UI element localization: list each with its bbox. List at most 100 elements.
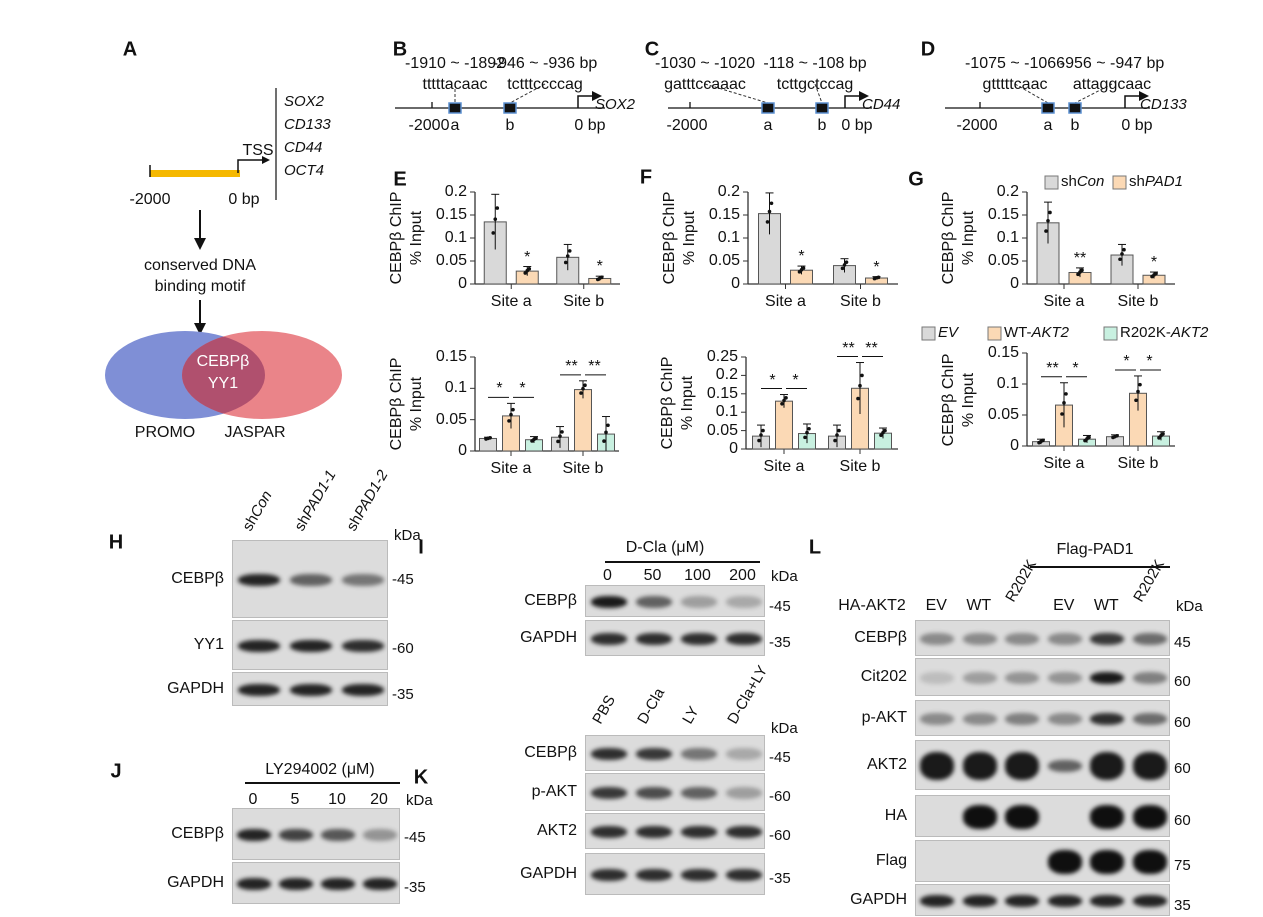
y-tick-label: 0.15 bbox=[706, 384, 738, 402]
blot-row-label: CEBPβ bbox=[171, 570, 224, 587]
x-tick-label: Site a bbox=[490, 460, 532, 477]
legend-swatch bbox=[987, 326, 1002, 341]
band bbox=[1090, 805, 1125, 829]
lane-label: 100 bbox=[684, 567, 711, 584]
legend-swatch bbox=[921, 326, 936, 341]
band bbox=[321, 829, 355, 841]
blot-row-label: GAPDH bbox=[167, 874, 224, 891]
data-point bbox=[1087, 435, 1091, 440]
promoter-end: 0 bp bbox=[1121, 117, 1153, 134]
blot-strip-AKT2 bbox=[585, 813, 765, 849]
band bbox=[962, 752, 997, 780]
kda-marker: 35 bbox=[1174, 896, 1191, 914]
kda-label: kDa bbox=[771, 568, 798, 585]
panel-label-e: E bbox=[393, 168, 407, 191]
y-tick-label: 0.2 bbox=[717, 183, 740, 200]
data-point bbox=[1120, 252, 1124, 256]
chart-F-bottom bbox=[741, 356, 898, 454]
y-tick-label: 0.1 bbox=[717, 229, 740, 246]
significance-marker: ** bbox=[588, 357, 601, 375]
band bbox=[725, 633, 762, 645]
band bbox=[725, 869, 762, 881]
panel-label-a: A bbox=[122, 38, 138, 61]
x-tick-label: Site b bbox=[840, 293, 881, 310]
data-point bbox=[807, 426, 811, 431]
band bbox=[1090, 850, 1125, 874]
tss-arrow-icon bbox=[577, 95, 594, 108]
data-point bbox=[801, 266, 806, 270]
y-tick-label: 0.2 bbox=[715, 366, 738, 384]
kda-marker: -45 bbox=[404, 828, 426, 846]
legend-item: shPAD1 bbox=[1129, 173, 1183, 190]
lane-label: EV bbox=[925, 597, 947, 614]
legend-prefix: WT- bbox=[1004, 324, 1032, 341]
site-a-leader bbox=[704, 83, 769, 104]
y-tick-label: 0 bbox=[1010, 275, 1019, 292]
overlap-yy1: YY1 bbox=[207, 375, 239, 392]
site-b-leader bbox=[814, 83, 823, 104]
panel-label-h: H bbox=[108, 531, 124, 554]
blot-strip-GAPDH bbox=[232, 672, 388, 706]
y-axis-label-2: % Input bbox=[408, 210, 425, 266]
band bbox=[920, 752, 955, 780]
site-b-leader bbox=[509, 83, 546, 104]
band bbox=[1047, 895, 1082, 907]
gene-name: CD133 bbox=[1140, 96, 1187, 113]
band bbox=[590, 869, 627, 881]
y-axis-label: CEBPβ ChIP bbox=[940, 353, 957, 446]
data-point bbox=[856, 396, 860, 401]
blot-strip-CEBPβ bbox=[232, 540, 388, 618]
y-axis-label-2: % Input bbox=[408, 376, 425, 432]
data-point bbox=[840, 266, 845, 271]
arrow-head-icon bbox=[1139, 91, 1149, 101]
legend-italic: AKT2 bbox=[1170, 324, 1209, 341]
panel-label-b: B bbox=[392, 38, 408, 61]
ha-akt2-label: HA-AKT2 bbox=[838, 597, 906, 614]
site-a-label: a bbox=[450, 117, 460, 134]
blot-row-label: CEBPβ bbox=[524, 744, 577, 761]
site-b-label: b bbox=[1070, 117, 1080, 134]
data-point bbox=[579, 391, 583, 395]
data-point bbox=[527, 267, 532, 271]
significance-marker: * bbox=[1123, 352, 1130, 370]
legend-prefix: R202K- bbox=[1120, 324, 1171, 341]
band bbox=[290, 574, 332, 586]
data-point bbox=[581, 386, 585, 391]
gene-list: SOX2 CD133 CD44 OCT4 bbox=[284, 90, 331, 182]
data-point bbox=[1161, 432, 1165, 436]
data-point bbox=[602, 439, 606, 443]
band bbox=[321, 878, 355, 890]
x-tick-label: Site a bbox=[1043, 293, 1085, 310]
y-axis-label-2: % Input bbox=[960, 372, 977, 427]
title-underline bbox=[605, 561, 760, 563]
lane-label: 0 bbox=[248, 791, 258, 808]
x-tick-label: Site b bbox=[562, 460, 604, 477]
y-tick-label: 0 bbox=[458, 442, 467, 459]
site-a-label: a bbox=[763, 117, 773, 134]
data-point bbox=[604, 430, 608, 435]
band bbox=[1132, 850, 1167, 874]
significance-marker: ** bbox=[865, 339, 878, 357]
y-tick-label: 0.15 bbox=[708, 206, 740, 223]
y-tick-label: 0.05 bbox=[987, 406, 1019, 423]
site-a-range: -1030 ~ -1020 bbox=[654, 55, 756, 72]
band bbox=[1047, 850, 1082, 874]
significance-marker: * bbox=[519, 380, 526, 398]
kda-marker: -35 bbox=[769, 869, 791, 887]
band bbox=[680, 787, 717, 799]
y-tick-label: 0.15 bbox=[435, 206, 467, 223]
site-a-sequence: gtttttcaac bbox=[982, 76, 1048, 93]
lane-label: EV bbox=[1053, 597, 1075, 614]
data-point bbox=[876, 275, 881, 280]
data-point bbox=[842, 263, 847, 267]
band bbox=[680, 748, 717, 760]
kda-marker: 60 bbox=[1174, 673, 1191, 691]
band bbox=[290, 684, 332, 696]
y-tick-label: 0.1 bbox=[444, 379, 467, 397]
data-point bbox=[511, 407, 515, 412]
blot-row-label: GAPDH bbox=[167, 680, 224, 697]
data-point bbox=[761, 428, 765, 433]
overlap-cebpb: CEBPβ bbox=[196, 353, 250, 370]
band bbox=[279, 878, 313, 890]
